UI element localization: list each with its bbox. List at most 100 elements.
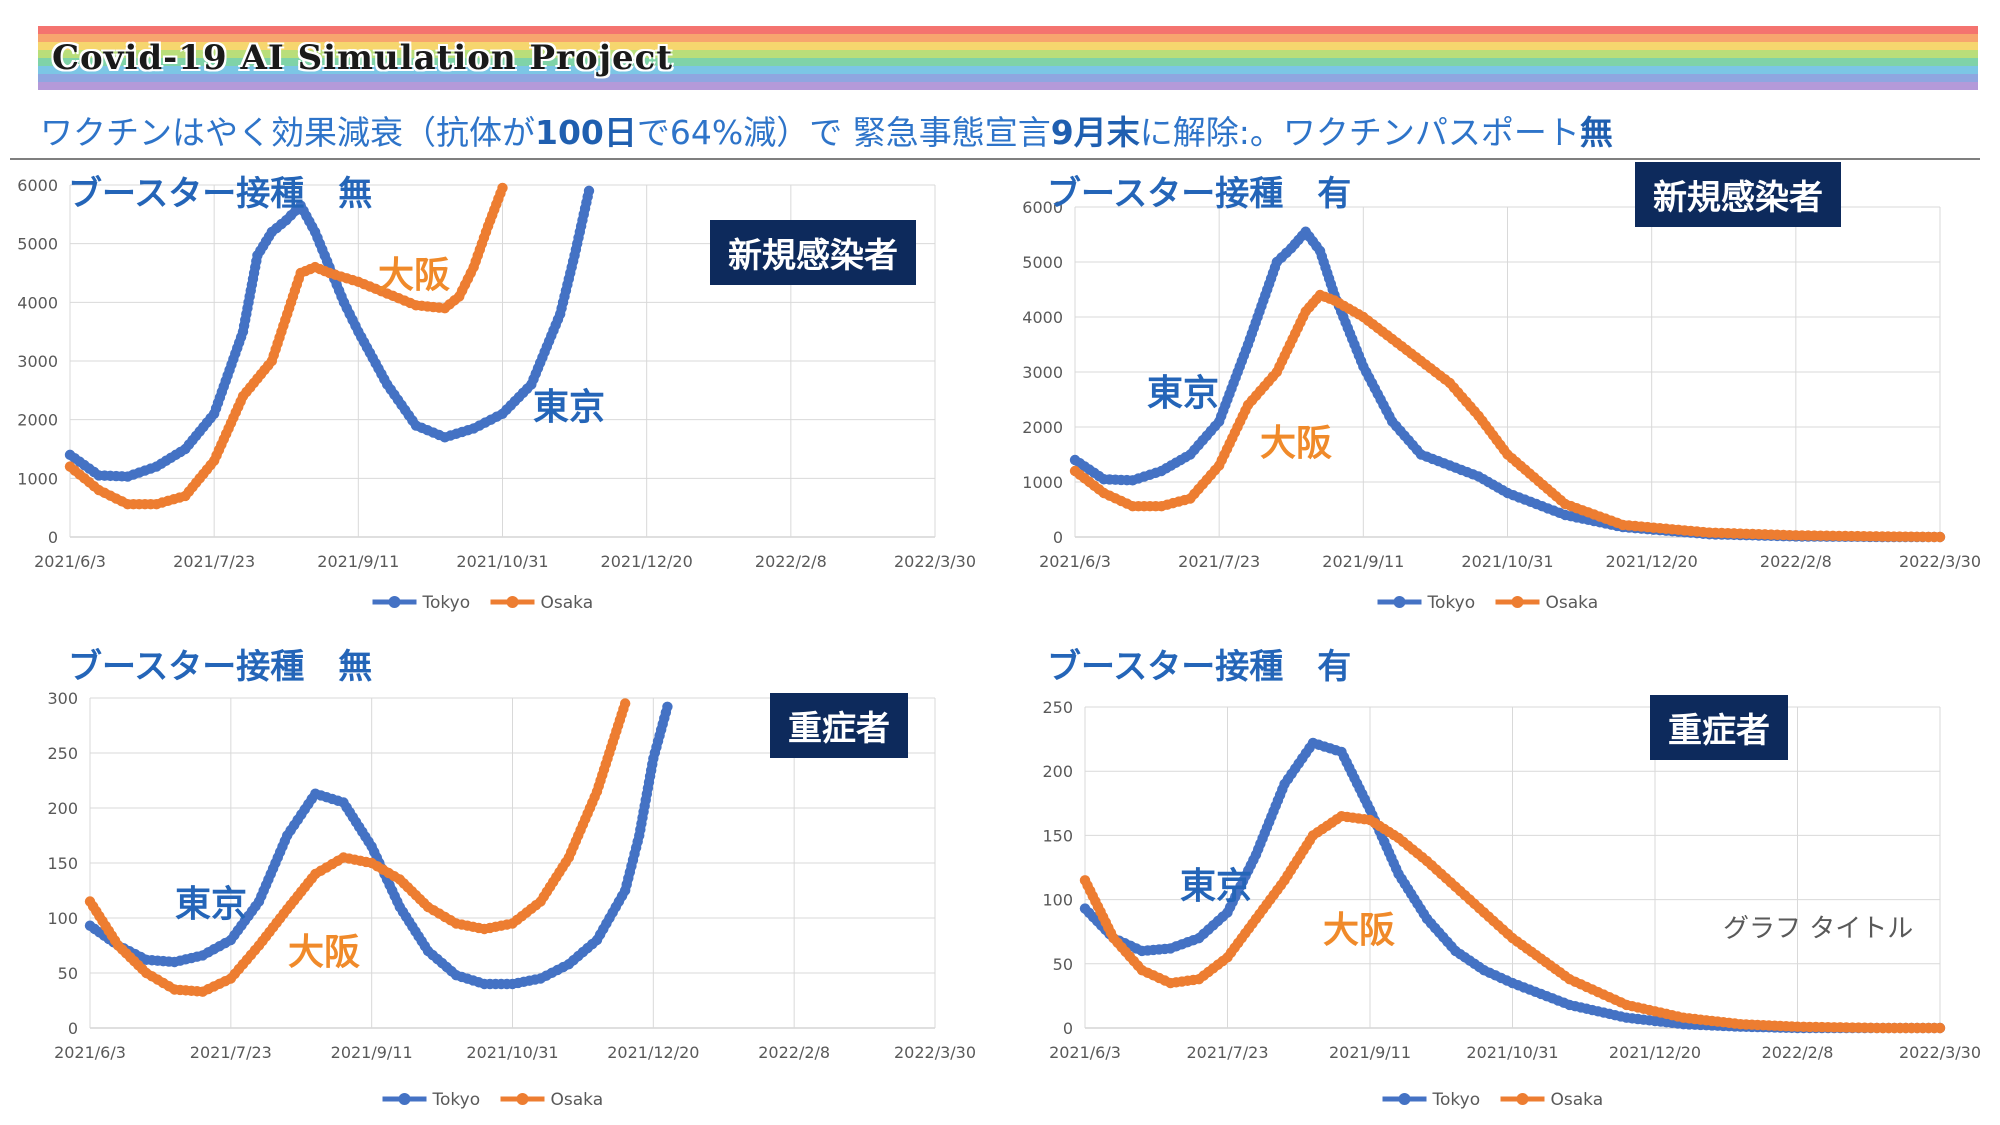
subtitle-part: 無 xyxy=(1579,113,1613,152)
legend-label: Tokyo xyxy=(422,593,471,613)
x-tick-label: 2021/12/20 xyxy=(1609,1043,1701,1062)
y-tick-label: 5000 xyxy=(17,235,58,254)
x-tick-label: 2021/7/23 xyxy=(173,552,255,571)
x-tick-label: 2021/9/11 xyxy=(317,552,399,571)
panel-badge: 重症者 xyxy=(1650,695,1788,760)
chart-panel-new-cases-booster: 0 1000 2000 3000 4000 5000 6000 2021/6/3 2021/7/… xyxy=(1005,160,1995,630)
x-tick-label: 2022/3/30 xyxy=(894,1043,976,1062)
x-tick-label: 2021/10/31 xyxy=(456,552,548,571)
y-tick-label: 100 xyxy=(47,909,78,928)
subtitle-part: 100日 xyxy=(535,113,637,152)
x-tick-label: 2022/3/30 xyxy=(894,552,976,571)
annotation-tokyo: 東京 xyxy=(1180,866,1253,907)
chart-panel-severe-booster: 0 50 100 150 200 250 2021/6/3 2021/7/23 2021/9/1… xyxy=(1005,635,1995,1110)
x-tick-label: 2021/9/11 xyxy=(1322,552,1404,571)
y-tick-label: 250 xyxy=(1042,698,1073,717)
subtitle-part: で64%減）で 緊急事態宣言 xyxy=(636,113,1051,152)
x-tick-label: 2021/10/31 xyxy=(466,1043,558,1062)
chart-panel-severe-no-booster: 0 50 100 150 200 250 300 2021/6/3 2021/7/23 2021/… xyxy=(0,635,990,1110)
x-tick-label: 2021/10/31 xyxy=(1461,552,1553,571)
x-tick-label: 2021/10/31 xyxy=(1466,1043,1558,1062)
series-point-tokyo xyxy=(583,185,595,197)
annotation-osaka: 大阪 xyxy=(288,932,361,973)
annotation-tokyo: 東京 xyxy=(1147,373,1220,414)
x-tick-label: 2021/7/23 xyxy=(1186,1043,1268,1062)
x-tick-label: 2021/6/3 xyxy=(54,1043,126,1062)
y-tick-label: 150 xyxy=(1042,826,1073,845)
y-tick-label: 50 xyxy=(58,964,78,983)
legend-label: Tokyo xyxy=(432,1090,481,1110)
annotation-osaka: 大阪 xyxy=(1323,910,1396,951)
y-tick-label: 1000 xyxy=(1022,473,1063,492)
subtitle-part: ワクチンはやく効果減衰（抗体が xyxy=(40,113,535,152)
y-tick-label: 0 xyxy=(48,528,58,547)
series-point-osaka xyxy=(1934,531,1946,543)
subtitle-part: 9月末 xyxy=(1050,113,1140,152)
rainbow-banner xyxy=(38,26,1978,90)
x-tick-label: 2022/2/8 xyxy=(758,1043,830,1062)
panel-badge: 新規感染者 xyxy=(710,220,916,285)
banner-stripe xyxy=(38,58,1978,66)
banner-stripe xyxy=(38,66,1978,74)
y-tick-label: 0 xyxy=(68,1019,78,1038)
banner-stripe xyxy=(38,82,1978,90)
panel-title: ブースター接種 無 xyxy=(68,647,373,687)
series-line-osaka xyxy=(65,183,507,509)
y-tick-label: 4000 xyxy=(1022,308,1063,327)
banner-stripe xyxy=(38,74,1978,82)
y-tick-label: 4000 xyxy=(17,293,58,312)
x-tick-label: 2022/3/30 xyxy=(1899,552,1981,571)
legend-label: Osaka xyxy=(551,1090,604,1110)
annotation-tokyo: 東京 xyxy=(175,884,248,925)
y-tick-label: 50 xyxy=(1053,955,1073,974)
y-tick-label: 3000 xyxy=(17,352,58,371)
chart-title-placeholder: グラフ タイトル xyxy=(1723,914,1914,944)
scenario-subtitle: ワクチンはやく効果減衰（抗体が100日で64%減）で 緊急事態宣言9月末に解除:… xyxy=(40,106,1613,154)
x-tick-label: 2021/12/20 xyxy=(601,552,693,571)
annotation-tokyo: 東京 xyxy=(533,387,606,428)
chart-panel-new-cases-no-booster: 0 1000 2000 3000 4000 5000 6000 2021/6/3 2021/7/… xyxy=(0,160,990,630)
panel-badge: 重症者 xyxy=(770,693,908,758)
chart-svg: 0 50 100 150 200 250 300 2021/6/3 2021/7/23 2021/… xyxy=(47,689,976,1110)
legend-label: Tokyo xyxy=(1427,593,1476,613)
x-tick-label: 2022/2/8 xyxy=(755,552,827,571)
legend-marker xyxy=(1511,596,1524,608)
legend-marker xyxy=(1398,1093,1411,1105)
x-tick-label: 2021/12/20 xyxy=(1606,552,1698,571)
y-tick-label: 0 xyxy=(1063,1019,1073,1038)
panel-badge: 新規感染者 xyxy=(1635,162,1841,227)
y-tick-label: 150 xyxy=(47,854,78,873)
x-tick-label: 2022/2/8 xyxy=(1762,1043,1834,1062)
legend-marker xyxy=(516,1093,529,1105)
series-point-osaka xyxy=(619,698,631,709)
subtitle-part: に解除:。ワクチンパスポート xyxy=(1139,113,1580,152)
series-point-osaka xyxy=(1934,1022,1946,1034)
legend-marker xyxy=(388,596,401,608)
y-tick-label: 250 xyxy=(47,744,78,763)
x-tick-label: 2022/2/8 xyxy=(1760,552,1832,571)
y-tick-label: 0 xyxy=(1053,528,1063,547)
x-tick-label: 2021/6/3 xyxy=(34,552,106,571)
legend-marker xyxy=(1516,1093,1529,1105)
x-tick-label: 2021/9/11 xyxy=(331,1043,413,1062)
chart-svg: 0 1000 2000 3000 4000 5000 6000 2021/6/3 2021/7/… xyxy=(1022,198,1981,613)
banner-stripe xyxy=(38,50,1978,58)
y-tick-label: 1000 xyxy=(17,469,58,488)
y-tick-label: 300 xyxy=(47,689,78,708)
chart-svg: 0 50 100 150 200 250 2021/6/3 2021/7/23 2021/9/1… xyxy=(1042,698,1981,1110)
legend-marker xyxy=(398,1093,411,1105)
y-tick-label: 200 xyxy=(1042,762,1073,781)
panel-title: ブースター接種 有 xyxy=(1047,647,1352,687)
legend-marker xyxy=(506,596,519,608)
banner-title: Covid-19 AI Simulation Project xyxy=(52,38,674,78)
annotation-osaka: 大阪 xyxy=(1260,423,1333,464)
legend-label: Osaka xyxy=(1551,1090,1604,1110)
series-line-tokyo xyxy=(85,702,672,989)
banner-stripe xyxy=(38,26,1978,34)
legend-label: Osaka xyxy=(541,593,594,613)
y-tick-label: 6000 xyxy=(1022,198,1063,217)
series-point-tokyo xyxy=(662,701,673,712)
annotation-osaka: 大阪 xyxy=(378,255,451,296)
legend-label: Tokyo xyxy=(1432,1090,1481,1110)
header-divider xyxy=(10,158,1980,160)
